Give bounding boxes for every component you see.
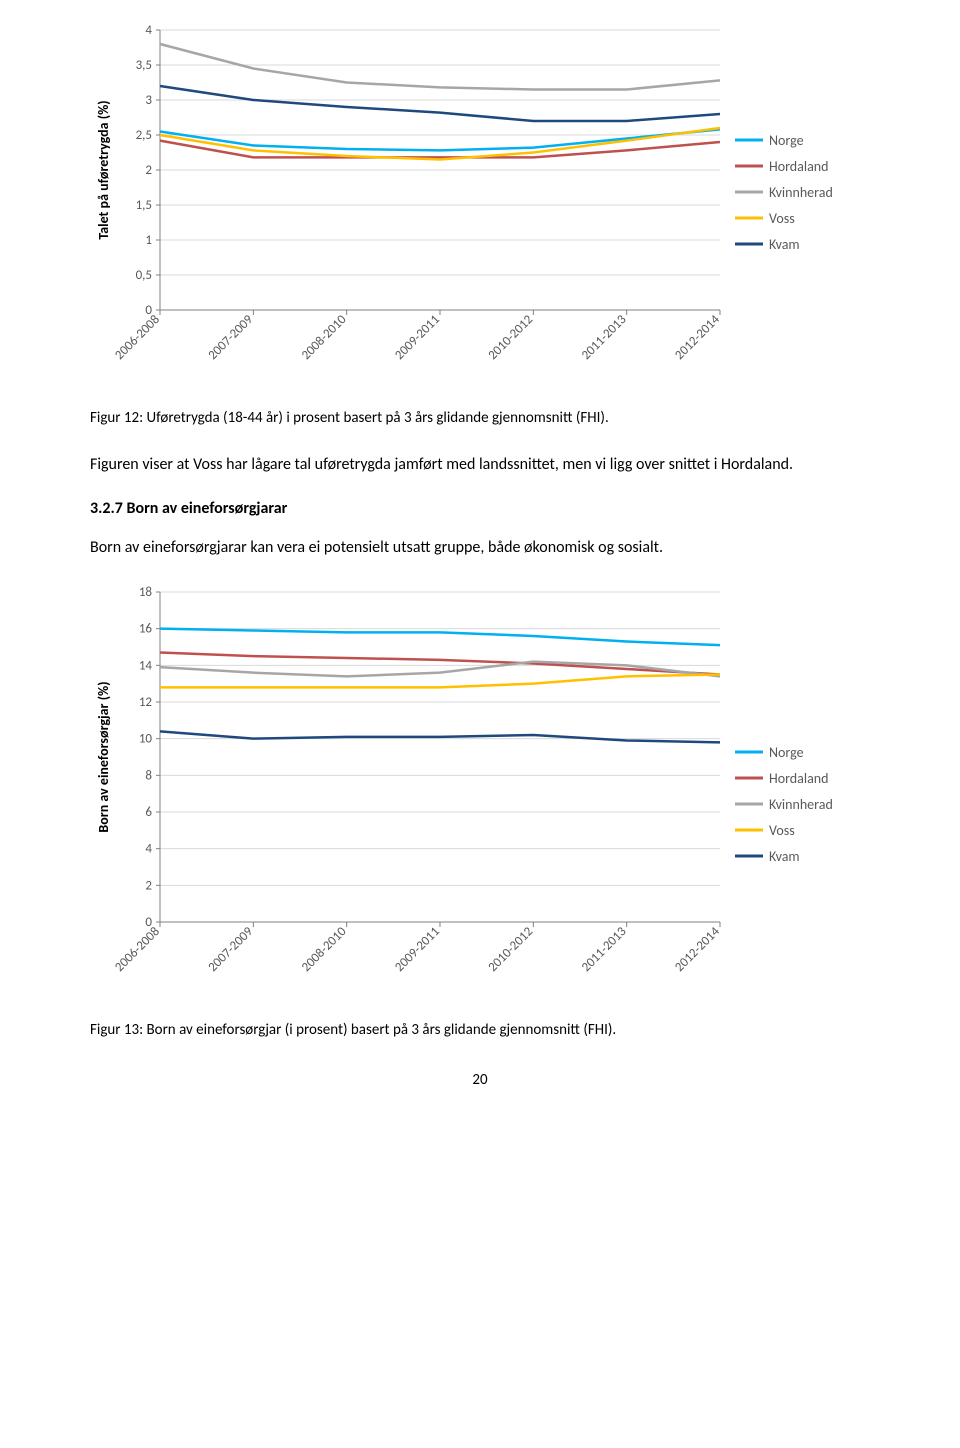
svg-text:18: 18 — [139, 585, 153, 600]
svg-text:3: 3 — [145, 93, 152, 108]
svg-text:Born av eineforsørgjar (%): Born av eineforsørgjar (%) — [95, 681, 112, 832]
chart-uforetrygda: 00,511,522,533,542006-20082007-20092008-… — [90, 20, 870, 390]
svg-text:2010-2012: 2010-2012 — [485, 924, 536, 975]
chart-eineforsorgjar: 0246810121416182006-20082007-20092008-20… — [90, 582, 870, 1002]
svg-text:2: 2 — [145, 163, 152, 178]
svg-text:1: 1 — [145, 233, 152, 248]
svg-text:2009-2011: 2009-2011 — [392, 312, 443, 363]
svg-text:Talet på uføretrygda (%): Talet på uføretrygda (%) — [95, 100, 112, 239]
svg-text:2006-2008: 2006-2008 — [112, 924, 163, 975]
svg-text:12: 12 — [139, 695, 153, 710]
svg-text:Voss: Voss — [769, 210, 795, 227]
paragraph-1: Figuren viser at Voss har lågare tal ufø… — [90, 453, 870, 477]
svg-text:2012-2014: 2012-2014 — [672, 312, 723, 363]
svg-text:2: 2 — [145, 878, 152, 893]
svg-text:2010-2012: 2010-2012 — [485, 312, 536, 363]
svg-text:3,5: 3,5 — [136, 58, 152, 73]
svg-text:Hordaland: Hordaland — [769, 770, 829, 787]
svg-text:6: 6 — [145, 805, 152, 820]
svg-text:16: 16 — [139, 622, 153, 637]
paragraph-2: Born av eineforsørgjarar kan vera ei pot… — [90, 536, 870, 560]
svg-text:4: 4 — [145, 23, 152, 38]
svg-text:2,5: 2,5 — [136, 128, 152, 143]
svg-text:Norge: Norge — [769, 132, 804, 149]
svg-text:Kvinnherad: Kvinnherad — [769, 796, 833, 813]
svg-text:2009-2011: 2009-2011 — [392, 924, 443, 975]
svg-text:10: 10 — [139, 732, 153, 747]
svg-text:2008-2010: 2008-2010 — [299, 312, 350, 363]
svg-text:4: 4 — [145, 842, 152, 857]
page-number: 20 — [90, 1071, 870, 1089]
page: 00,511,522,533,542006-20082007-20092008-… — [0, 0, 960, 1119]
svg-text:2011-2013: 2011-2013 — [579, 312, 630, 363]
section-heading-327: 3.2.7 Born av eineforsørgjarar — [90, 499, 870, 518]
svg-text:2007-2009: 2007-2009 — [205, 924, 256, 975]
svg-text:2011-2013: 2011-2013 — [579, 924, 630, 975]
figure12-caption: Figur 12: Uføretrygda (18-44 år) i prose… — [90, 408, 870, 429]
svg-text:14: 14 — [139, 658, 153, 673]
svg-text:0,5: 0,5 — [136, 268, 152, 283]
chart1-svg: 00,511,522,533,542006-20082007-20092008-… — [90, 20, 870, 390]
svg-text:8: 8 — [145, 768, 152, 783]
svg-text:Kvinnherad: Kvinnherad — [769, 184, 833, 201]
svg-text:Voss: Voss — [769, 822, 795, 839]
svg-text:2006-2008: 2006-2008 — [112, 312, 163, 363]
svg-text:Kvam: Kvam — [769, 236, 800, 253]
chart2-svg: 0246810121416182006-20082007-20092008-20… — [90, 582, 870, 1002]
svg-text:2007-2009: 2007-2009 — [205, 312, 256, 363]
svg-text:2008-2010: 2008-2010 — [299, 924, 350, 975]
svg-text:Hordaland: Hordaland — [769, 158, 829, 175]
svg-text:Kvam: Kvam — [769, 848, 800, 865]
svg-text:Norge: Norge — [769, 744, 804, 761]
svg-text:2012-2014: 2012-2014 — [672, 924, 723, 975]
figure13-caption: Figur 13: Born av eineforsørgjar (i pros… — [90, 1020, 870, 1041]
svg-text:1,5: 1,5 — [136, 198, 152, 213]
